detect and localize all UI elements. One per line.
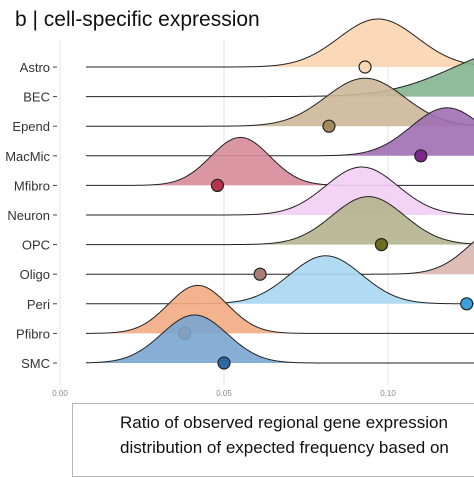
observed-point [253, 267, 267, 281]
observed-point [322, 119, 336, 133]
observed-point [358, 60, 372, 74]
ridge-row [86, 255, 474, 311]
ridge-row [86, 136, 474, 192]
ridge-row [86, 77, 474, 133]
category-label: OPC [22, 238, 50, 253]
ridge-outline [85, 314, 474, 364]
ridge-fill [86, 19, 474, 67]
ridge-outline [86, 58, 474, 98]
x-tick-label: 0.00 [52, 389, 68, 398]
category-label: MacMic [5, 149, 50, 164]
category-labels: Astro BEC Epend MacMic Mfibro Neuron OPC Oligo P… [5, 60, 57, 371]
observed-point [374, 238, 389, 252]
category-label: Peri [27, 297, 50, 312]
x-tick-label: 0.05 [216, 389, 232, 398]
category-label: Astro [20, 60, 50, 75]
category-label: Oligo [20, 267, 50, 282]
ridge-outline [86, 166, 474, 216]
category-label: Neuron [7, 208, 50, 223]
ridge-outline [86, 241, 474, 275]
ridge-outline [86, 284, 474, 334]
ridge-outline [86, 136, 474, 186]
category-label: Epend [12, 119, 50, 134]
ridge-row [86, 241, 474, 281]
observed-point [217, 356, 231, 370]
ridge-row [86, 18, 474, 74]
observed-point [210, 178, 225, 192]
ridge-fill [86, 241, 474, 275]
ridge-row [86, 196, 474, 252]
ridge-fill [86, 315, 474, 363]
ridge-fill [86, 137, 474, 186]
ridge-outline [86, 77, 474, 127]
observed-point [414, 149, 428, 163]
ridge-outline [86, 255, 474, 305]
ridge-fill [86, 107, 474, 156]
observed-point [460, 297, 474, 311]
ridge-fill [86, 196, 474, 245]
x-tick-label: 0.10 [380, 389, 396, 398]
ridge-outline [86, 196, 474, 246]
ridges [85, 18, 474, 370]
category-label: Pfibro [16, 326, 50, 341]
ridge-fill [86, 58, 474, 97]
category-label: Mfibro [14, 178, 50, 193]
x-axis-title-line-2: distribution of expected frequency based… [120, 438, 449, 457]
chart-title: b | cell-specific expression [15, 8, 260, 31]
ridge-row [86, 58, 474, 98]
ridge-outline [86, 18, 474, 68]
x-axis-title-box: Ratio of observed regional gene expressi… [72, 403, 474, 477]
x-ticks: 0.00 0.05 0.10 [52, 389, 396, 398]
ridge-row [85, 314, 474, 370]
ridge-fill [86, 78, 474, 127]
category-label: BEC [23, 90, 50, 105]
ridge-outline [86, 107, 474, 157]
ridge-fill [86, 255, 474, 304]
x-axis-title-line-1: Ratio of observed regional gene expressi… [120, 413, 448, 432]
ridge-row [86, 107, 474, 163]
category-label: SMC [21, 356, 50, 371]
